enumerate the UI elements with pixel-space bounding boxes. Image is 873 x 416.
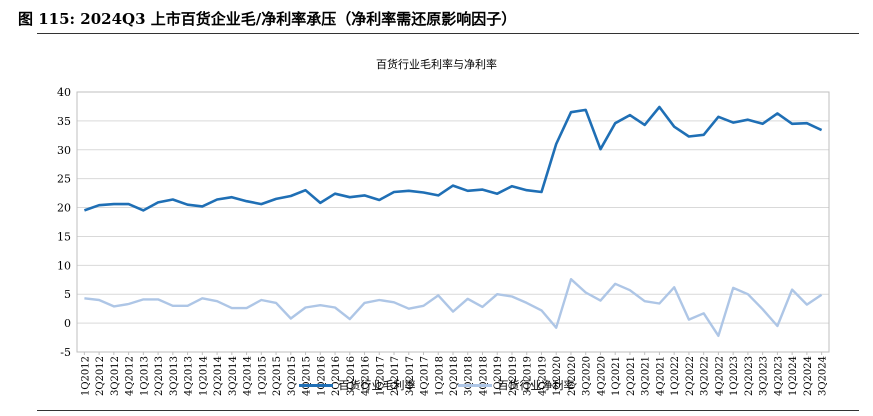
x-tick-label: 1Q2020 xyxy=(552,356,563,396)
x-tick-label: 1Q2012 xyxy=(80,356,91,396)
x-tick-label: 3Q2021 xyxy=(641,356,652,396)
x-tick-label: 1Q2017 xyxy=(375,356,386,396)
x-tick-label: 3Q2022 xyxy=(700,356,711,396)
x-tick-label: 4Q2012 xyxy=(125,356,136,396)
y-tick-label: 20 xyxy=(57,202,71,215)
x-tick-label: 3Q2017 xyxy=(405,356,416,396)
x-tick-label: 2Q2024 xyxy=(803,356,814,396)
x-tick-label: 3Q2024 xyxy=(818,356,829,396)
y-tick-label: 35 xyxy=(57,115,71,128)
x-tick-label: 4Q2018 xyxy=(478,356,489,396)
legend-swatch-gross xyxy=(298,383,333,387)
x-tick-label: 4Q2022 xyxy=(714,356,725,396)
x-tick-label: 4Q2017 xyxy=(420,356,431,396)
x-tick-label: 3Q2013 xyxy=(169,356,180,396)
x-tick-label: 1Q2016 xyxy=(316,356,327,396)
x-tick-label: 4Q2019 xyxy=(537,356,548,396)
x-tick-label: 4Q2015 xyxy=(302,356,313,396)
x-tick-label: 2Q2014 xyxy=(213,356,224,396)
legend-swatch-net xyxy=(457,383,492,387)
plot-border xyxy=(76,91,830,353)
x-tick-label: 2Q2013 xyxy=(154,356,165,396)
x-tick-label: 1Q2021 xyxy=(611,356,622,396)
x-tick-label: 1Q2023 xyxy=(729,356,740,396)
x-tick-label: 2Q2012 xyxy=(95,356,106,396)
x-tick-label: 2Q2023 xyxy=(744,356,755,396)
x-tick-label: 1Q2015 xyxy=(257,356,268,396)
legend: 百货行业毛利率 百货行业净利率 xyxy=(0,377,873,393)
y-tick-label: 5 xyxy=(64,288,71,301)
legend-label-gross: 百货行业毛利率 xyxy=(338,379,416,392)
top-divider xyxy=(37,33,859,34)
x-tick-label: 4Q2023 xyxy=(773,356,784,396)
x-tick-label: 3Q2023 xyxy=(759,356,770,396)
y-tick-label: 40 xyxy=(57,86,71,99)
x-tick-label: 2Q2019 xyxy=(508,356,519,396)
x-tick-label: 3Q2014 xyxy=(228,356,239,396)
x-tick-label: 4Q2020 xyxy=(596,356,607,396)
x-tick-label: 2Q2022 xyxy=(685,356,696,396)
x-tick-label: 2Q2015 xyxy=(272,356,283,396)
x-tick-label: 1Q2018 xyxy=(434,356,445,396)
x-tick-label: 2Q2018 xyxy=(449,356,460,396)
x-tick-label: 2Q2020 xyxy=(567,356,578,396)
x-tick-label: 3Q2019 xyxy=(523,356,534,396)
y-tick-label: 25 xyxy=(57,173,71,186)
legend-item-gross: 百货行业毛利率 xyxy=(298,377,416,393)
legend-label-net: 百货行业净利率 xyxy=(497,379,575,392)
x-tick-label: 2Q2016 xyxy=(331,356,342,396)
x-tick-label: 4Q2014 xyxy=(243,356,254,396)
series-line-gross-margin xyxy=(83,105,823,212)
x-tick-label: 2Q2017 xyxy=(390,356,401,396)
y-tick-label: 15 xyxy=(57,230,71,243)
series-line-net-margin xyxy=(84,278,823,337)
x-tick-label: 4Q2016 xyxy=(361,356,372,396)
x-tick-label: 3Q2015 xyxy=(287,356,298,396)
x-tick-label: 1Q2024 xyxy=(788,356,799,396)
bottom-divider xyxy=(37,410,859,411)
legend-item-net: 百货行业净利率 xyxy=(457,377,575,393)
x-tick-label: 1Q2022 xyxy=(670,356,681,396)
y-tick-label: 10 xyxy=(57,259,71,272)
x-tick-label: 3Q2016 xyxy=(346,356,357,396)
x-tick-label: 3Q2020 xyxy=(582,356,593,396)
x-tick-label: 1Q2013 xyxy=(139,356,150,396)
x-tick-label: 3Q2012 xyxy=(110,356,121,396)
x-tick-label: 1Q2014 xyxy=(198,356,209,396)
chart-title: 百货行业毛利率与净利率 xyxy=(376,58,497,71)
x-tick-label: 1Q2019 xyxy=(493,356,504,396)
x-tick-label: 4Q2021 xyxy=(655,356,666,396)
x-tick-label: 2Q2021 xyxy=(626,356,637,396)
figure-title: 图 115: 2024Q3 上市百货企业毛/净利率承压（净利率需还原影响因子） xyxy=(18,10,517,28)
y-tick-label: -5 xyxy=(60,346,71,359)
y-tick-label: 30 xyxy=(57,144,71,157)
x-tick-label: 4Q2013 xyxy=(184,356,195,396)
y-tick-label: 0 xyxy=(64,317,71,330)
x-tick-label: 3Q2018 xyxy=(464,356,475,396)
